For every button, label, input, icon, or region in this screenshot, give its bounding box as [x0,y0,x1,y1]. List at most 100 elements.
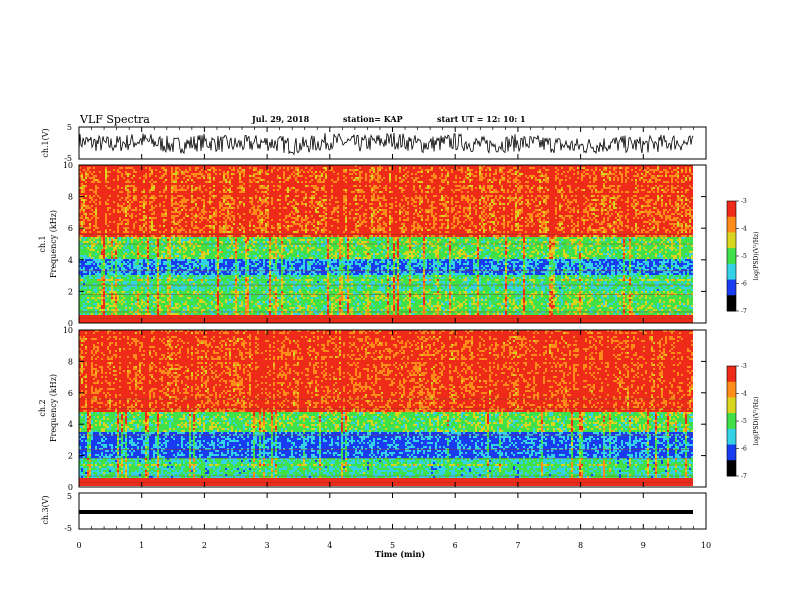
spectrogram-cell [139,175,141,177]
spectrogram-cell [305,167,307,169]
spectrogram-cell [657,175,659,177]
spectrogram-cell [289,173,291,175]
spectrogram-cell [137,169,139,171]
spectrogram-cell [253,177,255,179]
spectrogram-cell [219,171,221,173]
spectrogram-cell [119,179,121,181]
spectrogram-cell [175,173,177,175]
spectrogram-cell [413,177,415,179]
spectrogram-cell [423,169,425,171]
spectrogram-cell [603,177,605,179]
spectrogram-cell [659,169,661,171]
spectrogram-cell [109,173,111,175]
spectrogram-cell [377,173,379,175]
spectrogram-cell [195,179,197,181]
spectrogram-cell [177,173,179,175]
spectrogram-cell [525,175,527,177]
spectrogram-cell [481,171,483,173]
spectrogram-cell [255,169,257,171]
spectrogram-cell [459,175,461,177]
spectrogram-cell [413,167,415,169]
spectrogram-cell [203,171,205,173]
ch1-spectrogram-panel: 0246810 ch.1 Frequency (kHz) [38,161,706,328]
spectrogram-cell [555,177,557,179]
spectrogram-cell [197,175,199,177]
spectrogram-cell [185,173,187,175]
spectrogram-cell [285,175,287,177]
spectrogram-cell [113,167,115,169]
spectrogram-cell [597,173,599,175]
spectrogram-cell [331,171,333,173]
spectrogram-cell [527,173,529,175]
spectrogram-cell [141,179,143,181]
spectrogram-cell [203,173,205,175]
spectrogram-cell [427,175,429,177]
spectrogram-cell [469,167,471,169]
spectrogram-cell [339,167,341,169]
spectrogram-cell [231,167,233,169]
spectrogram-cell [473,171,475,173]
spectrogram-cell [225,175,227,177]
spectrogram-cell [127,173,129,175]
spectrogram-cell [315,171,317,173]
spectrogram-cell [389,167,391,169]
spectrogram-cell [485,177,487,179]
spectrogram-cell [401,173,403,175]
spectrogram-cell [579,175,581,177]
spectrogram-cell [351,171,353,173]
spectrogram-cell [101,167,103,169]
spectrogram-cell [511,171,513,173]
spectrogram-cell [423,175,425,177]
spectrogram-cell [657,177,659,179]
spectrogram-cell [81,179,83,181]
spectrogram-cell [209,167,211,169]
spectrogram-cell [651,167,653,169]
spectrogram-cell [473,173,475,175]
spectrogram-cell [245,171,247,173]
spectrogram-cell [181,175,183,177]
spectrogram-cell [365,177,367,179]
spectrogram-cell [419,175,421,177]
spectrogram-cell [309,173,311,175]
spectrogram-cell [205,169,207,171]
spectrogram-cell [585,171,587,173]
spectrogram-cell [129,177,131,179]
spectrogram-cell [231,175,233,177]
spectrogram-cell [141,171,143,173]
spectrogram-cell [123,173,125,175]
spectrogram-cell [607,175,609,177]
spectrogram-cell [565,169,567,171]
spectrogram-cell [517,171,519,173]
spectrogram-cell [127,175,129,177]
spectrogram-cell [129,175,131,177]
spectrogram-cell [239,167,241,169]
spectrogram-cell [523,175,525,177]
spectrogram-cell [317,177,319,179]
spectrogram-cell [375,177,377,179]
spectrogram-cell [553,177,555,179]
spectrogram-cell [297,177,299,179]
spectrogram-cell [575,171,577,173]
spectrogram-cell [559,171,561,173]
spectrogram-cell [197,167,199,169]
spectrogram-cell [87,173,89,175]
spectrogram-cell [421,173,423,175]
spectrogram-cell [677,167,679,169]
spectrogram-cell [97,171,99,173]
spectrogram-cell [373,171,375,173]
spectrogram-cell [151,173,153,175]
spectrogram-cell [313,171,315,173]
spectrogram-cell [139,177,141,179]
spectrogram-cell [269,167,271,169]
spectrogram-cell [505,167,507,169]
spectrogram-cell [615,171,617,173]
spectrogram-cell [451,169,453,171]
spectrogram-cell [677,177,679,179]
spectrogram-cell [167,171,169,173]
spectrogram-cell [605,173,607,175]
spectrogram-cell [437,169,439,171]
spectrogram-cell [575,175,577,177]
spectrogram-cell [171,179,173,181]
spectrogram-cell [385,177,387,179]
spectrogram-cell [387,169,389,171]
